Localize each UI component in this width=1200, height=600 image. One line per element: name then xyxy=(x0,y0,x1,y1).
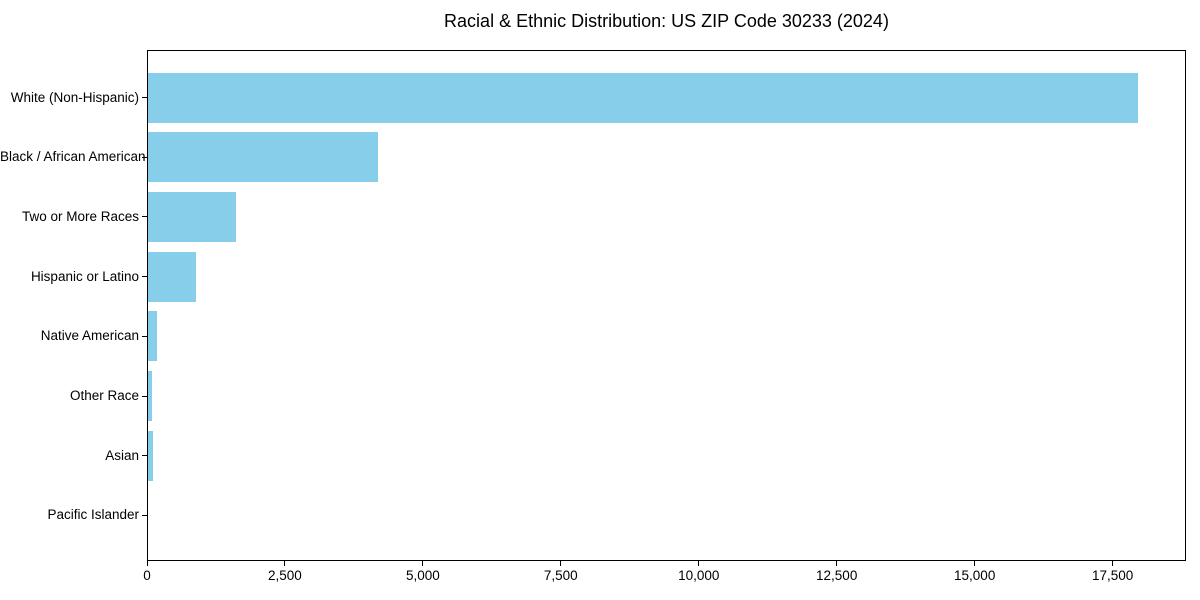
x-tick-label: 0 xyxy=(143,568,151,583)
x-tick-mark xyxy=(146,561,148,566)
x-tick-label: 12,500 xyxy=(816,568,858,583)
bar xyxy=(148,191,237,242)
chart-title: Racial & Ethnic Distribution: US ZIP Cod… xyxy=(444,11,889,31)
x-tick-mark xyxy=(422,561,424,566)
bar xyxy=(148,371,153,421)
bar xyxy=(148,311,157,362)
bar xyxy=(148,132,379,183)
y-axis-label: Black / African American xyxy=(0,149,146,165)
x-tick-label: 15,000 xyxy=(954,568,996,583)
x-tick-mark xyxy=(1112,561,1114,566)
y-tick-mark xyxy=(142,514,147,516)
y-axis-label: White (Non-Hispanic) xyxy=(10,89,139,105)
bar xyxy=(148,72,1138,123)
x-tick-mark xyxy=(974,561,976,566)
x-tick-label: 17,500 xyxy=(1091,568,1134,583)
x-tick-label: 10,000 xyxy=(678,568,720,583)
x-tick-mark xyxy=(698,561,700,566)
y-axis-label: Asian xyxy=(105,447,139,463)
y-axis-label: Hispanic or Latino xyxy=(30,268,139,284)
x-tick-label: 7,500 xyxy=(543,568,578,583)
y-axis-label: Native American xyxy=(40,328,139,344)
y-axis-label: Pacific Islander xyxy=(47,507,139,523)
bar xyxy=(148,251,196,302)
y-tick-mark xyxy=(142,216,147,218)
plot-area xyxy=(147,50,1186,561)
y-tick-mark xyxy=(142,156,147,158)
y-tick-mark xyxy=(142,335,147,337)
y-tick-mark xyxy=(142,97,147,98)
y-tick-mark xyxy=(142,455,147,457)
x-tick-mark xyxy=(836,561,838,566)
y-axis-label: Other Race xyxy=(69,388,139,403)
y-axis-label: Two or More Races xyxy=(21,208,139,224)
x-tick-label: 5,000 xyxy=(405,568,440,583)
x-tick-mark xyxy=(284,561,286,566)
bar xyxy=(148,430,153,481)
x-tick-mark xyxy=(560,561,562,566)
x-tick-label: 2,500 xyxy=(267,568,302,583)
y-tick-mark xyxy=(142,276,147,278)
y-tick-mark xyxy=(142,395,147,397)
